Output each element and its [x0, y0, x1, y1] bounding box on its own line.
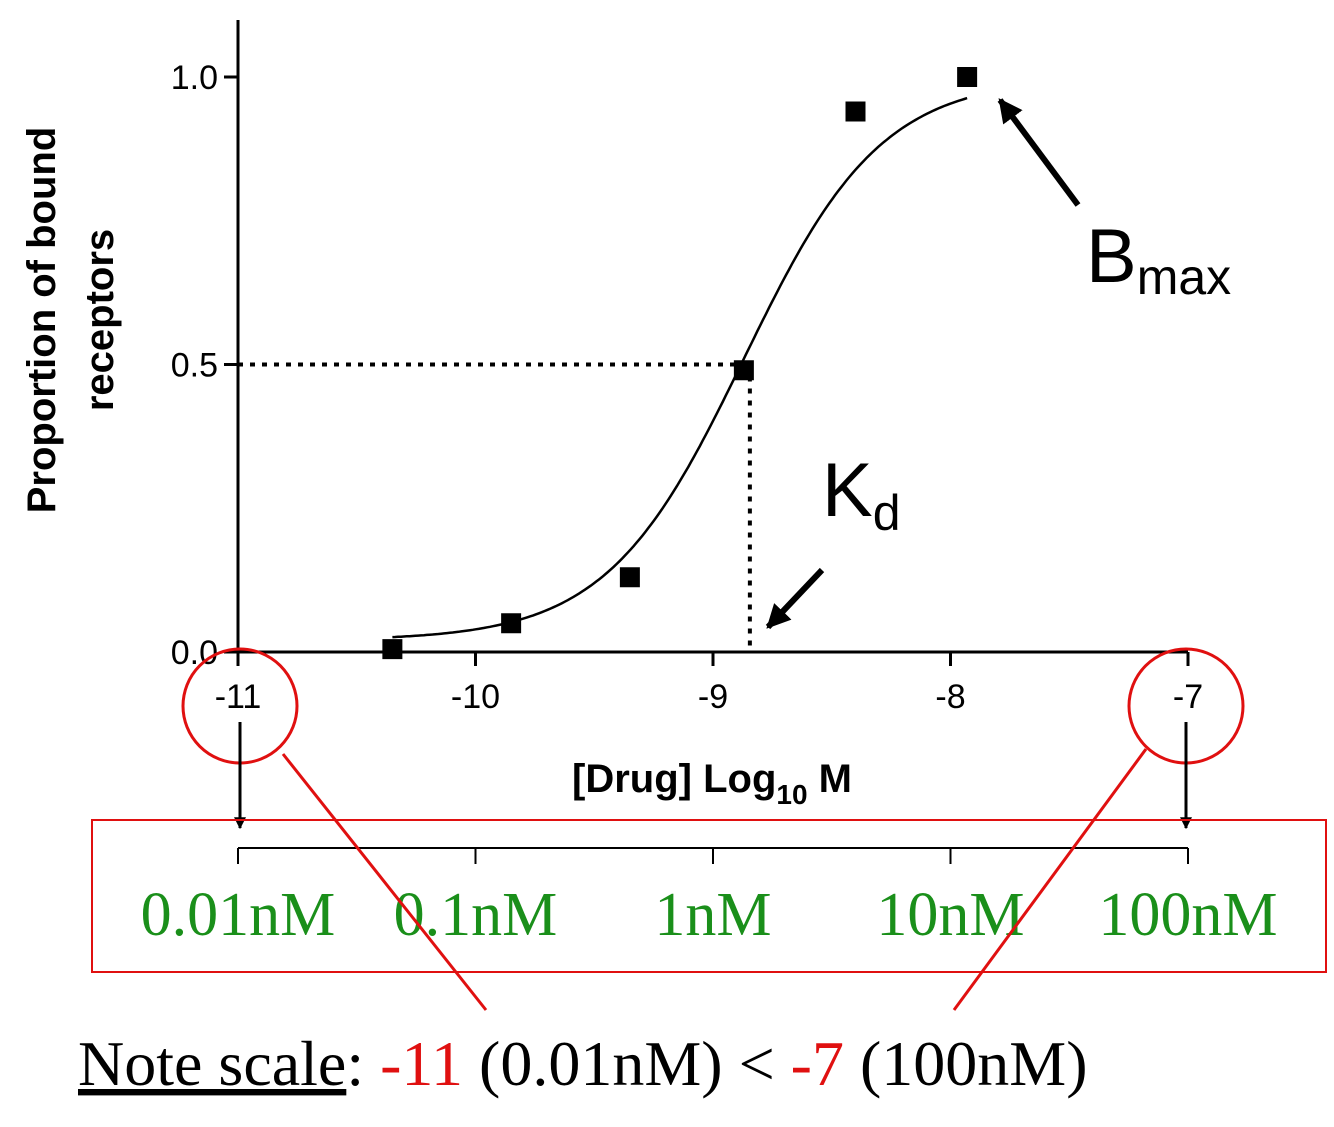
x-axis-title-sub: 10 — [776, 779, 807, 810]
x-axis-title-suffix: M — [808, 757, 852, 801]
x-ticks: -11 -10 -9 -8 -7 — [215, 652, 1203, 716]
bmax-label-main: B — [1086, 214, 1137, 299]
x-tick-label: -9 — [698, 678, 728, 716]
concentration-label: 1nM — [654, 881, 771, 949]
kd-arrow — [765, 567, 825, 630]
bmax-label: Bmax — [1086, 214, 1231, 305]
concentration-label: 0.1nM — [394, 881, 558, 949]
note-value-1-conc: (0.01nM) < — [463, 1028, 791, 1099]
x-tick-label: -10 — [451, 678, 500, 716]
concentration-ticks: 0.01nM 0.1nM 1nM 10nM 100nM — [141, 848, 1278, 949]
bmax-label-sub: max — [1137, 249, 1231, 305]
kd-label-sub: d — [873, 485, 901, 541]
concentration-label: 0.01nM — [141, 881, 336, 949]
data-point — [619, 567, 640, 588]
y-axis-title-line-2: receptors — [78, 229, 122, 411]
y-axis-title: Proportion of bound receptors — [20, 127, 122, 514]
kd-label-main: K — [822, 448, 873, 533]
note-text: Note scale: -11 (0.01nM) < -7 (100nM) — [78, 1028, 1088, 1099]
connector-line-minus-7 — [952, 748, 1148, 1011]
y-tick-label: 1.0 — [171, 59, 218, 97]
data-point — [845, 101, 866, 122]
concentration-label: 10nM — [876, 881, 1024, 949]
note-label: Note scale — [78, 1028, 346, 1099]
note-value-2: -7 — [791, 1028, 844, 1099]
bmax-arrow — [997, 98, 1081, 207]
x-axis-title-main: [Drug] Log — [572, 757, 776, 801]
data-point — [733, 360, 754, 381]
data-point — [382, 639, 403, 660]
note-value-2-conc: (100nM) — [844, 1028, 1088, 1099]
data-point — [501, 613, 522, 634]
data-points — [382, 67, 978, 660]
fit-curve — [392, 96, 968, 639]
connector-line-minus-11 — [281, 753, 488, 1011]
y-ticks: 0.0 0.5 1.0 — [171, 59, 238, 672]
concentration-label: 100nM — [1098, 881, 1277, 949]
y-tick-label: 0.0 — [171, 634, 218, 672]
note-value-1: -11 — [380, 1028, 463, 1099]
y-tick-label: 0.5 — [171, 347, 218, 385]
y-axis-title-line-1: Proportion of bound — [20, 127, 64, 514]
x-tick-label: -8 — [935, 678, 965, 716]
x-tick-label: -11 — [215, 678, 262, 716]
x-tick-label: -7 — [1173, 678, 1203, 716]
note-colon: : — [346, 1028, 364, 1099]
data-point — [957, 67, 978, 87]
concentration-box — [91, 819, 1327, 973]
kd-label: Kd — [822, 448, 901, 541]
x-axis-title: [Drug] Log10 M — [572, 757, 852, 810]
